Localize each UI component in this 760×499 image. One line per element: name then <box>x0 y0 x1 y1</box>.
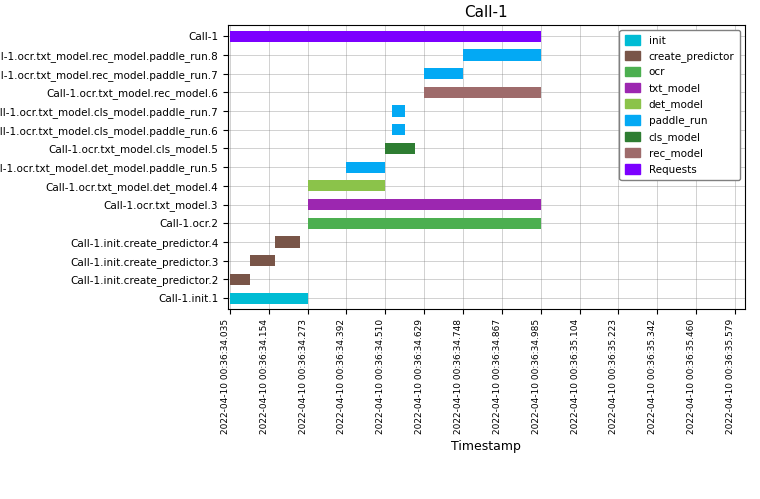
Bar <box>424 68 463 79</box>
Bar <box>230 274 250 285</box>
Bar <box>308 180 385 192</box>
Bar <box>275 237 300 248</box>
Bar <box>424 87 540 98</box>
Bar <box>385 143 414 154</box>
Title: Call-1: Call-1 <box>464 4 508 19</box>
Bar <box>308 218 540 229</box>
Bar <box>391 124 405 135</box>
Bar <box>230 30 540 42</box>
X-axis label: Timestamp: Timestamp <box>451 440 521 453</box>
Bar <box>250 255 275 266</box>
Bar <box>463 49 540 60</box>
Bar <box>391 105 405 117</box>
Bar <box>347 162 385 173</box>
Bar <box>308 199 540 210</box>
Bar <box>230 292 308 304</box>
Legend: init, create_predictor, ocr, txt_model, det_model, paddle_run, cls_model, rec_mo: init, create_predictor, ocr, txt_model, … <box>619 30 739 180</box>
